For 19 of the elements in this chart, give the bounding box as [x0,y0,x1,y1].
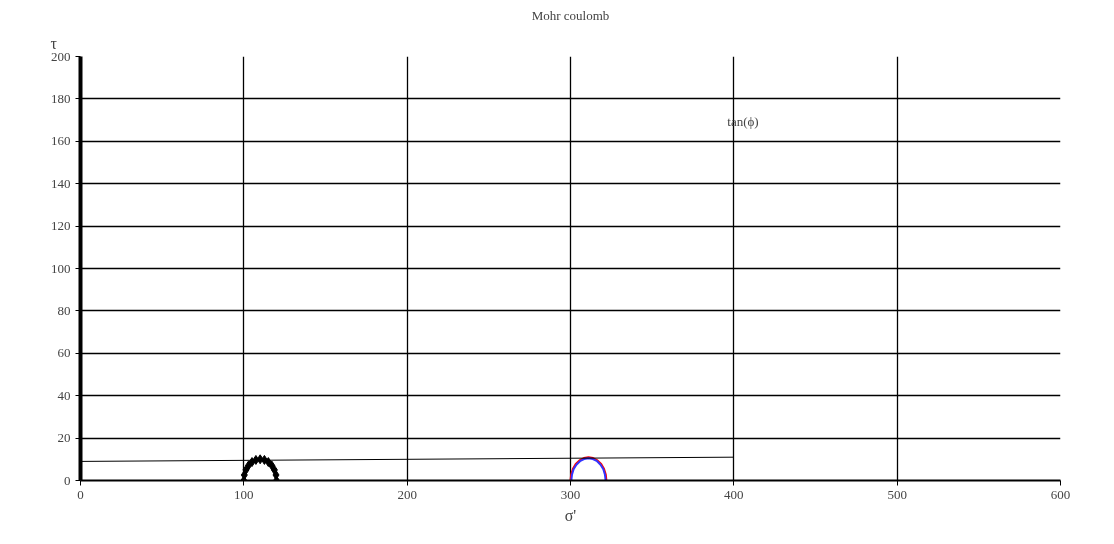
y-tick-label: 180 [51,90,71,106]
x-tick-label: 100 [234,486,254,502]
y-tick-label: 100 [51,260,71,276]
x-tick-label: 300 [560,486,581,502]
y-tick-label: 160 [51,133,71,149]
y-tick-label: 120 [51,218,71,234]
y-tick-label: 40 [57,387,71,403]
x-tick-label: 600 [1050,486,1071,502]
chart-title: Mohr coulomb [531,7,610,23]
y-tick-label: 60 [57,345,71,361]
y-tick-label: 0 [64,472,71,488]
x-tick-label: 400 [724,486,744,502]
y-tick-label: 140 [51,175,71,191]
x-tick-label: 200 [397,486,417,502]
x-axis-title: σ' [564,506,577,524]
y-tick-label: 20 [57,430,71,446]
y-tick-label: 80 [57,302,71,318]
x-tick-label: 0 [77,486,84,502]
x-tick-label: 500 [887,486,907,502]
